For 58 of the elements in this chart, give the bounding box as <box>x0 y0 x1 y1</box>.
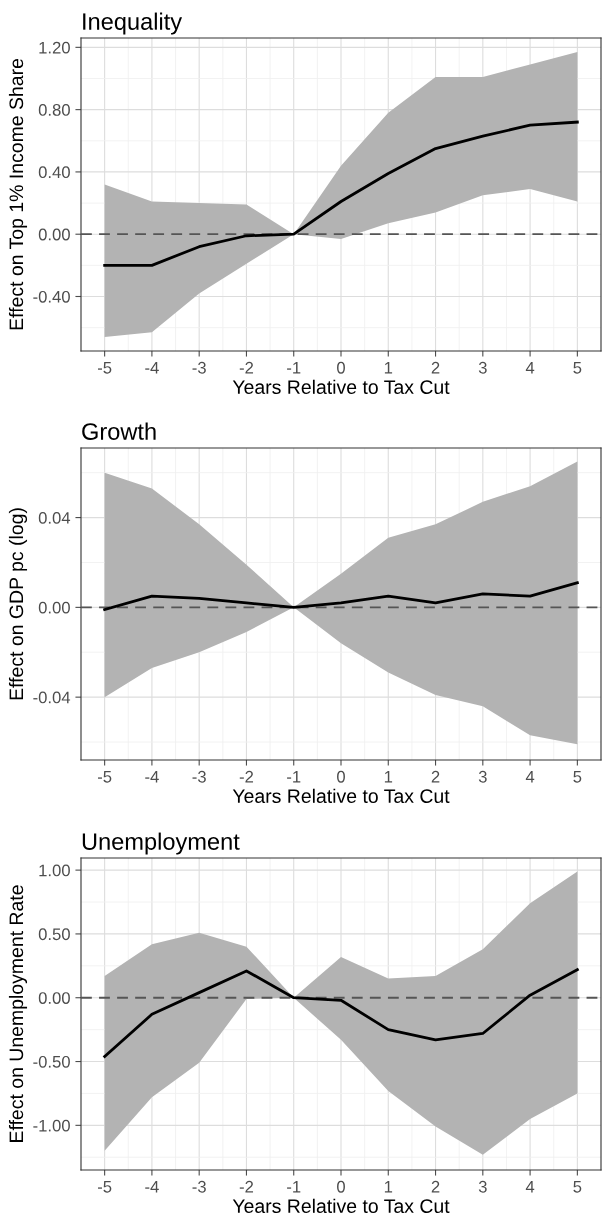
x-tick-label: 2 <box>431 1180 440 1193</box>
x-tick-label: 2 <box>431 770 440 783</box>
x-tick-label: -3 <box>192 770 206 783</box>
x-tick-label: 3 <box>478 361 487 374</box>
x-tick-label: -4 <box>145 362 159 374</box>
x-tick-label: 3 <box>478 1180 487 1193</box>
x-tick-label: 0 <box>337 1180 345 1193</box>
y-tick-label: 1.20 <box>39 41 70 54</box>
x-tick-label: 2 <box>431 361 440 374</box>
y-tick-label: 0.50 <box>38 928 70 941</box>
x-tick-label: 1 <box>384 1181 393 1193</box>
y-tick-label: 0.04 <box>38 511 71 524</box>
y-tick-label: 0.00 <box>38 601 70 614</box>
x-tick-label: -1 <box>287 362 301 374</box>
x-axis-title: Years Relative to Tax Cut <box>232 379 450 395</box>
y-tick-label: -0.50 <box>33 1055 70 1068</box>
x-tick-label: -3 <box>192 1180 206 1193</box>
y-tick-label: 0.00 <box>38 992 70 1004</box>
x-tick-label: -1 <box>287 1181 301 1193</box>
chart-title: Inequality <box>83 12 183 35</box>
y-tick-label: -0.40 <box>33 290 70 303</box>
chart-title: Unemployment <box>82 832 240 855</box>
x-tick-label: 0 <box>337 770 345 783</box>
x-tick-label: 5 <box>573 362 582 374</box>
x-tick-label: 4 <box>525 1181 535 1193</box>
x-tick-label: -1 <box>287 771 301 783</box>
x-tick-label: -5 <box>97 1181 112 1193</box>
x-tick-label: -5 <box>97 362 112 374</box>
y-tick-label: 0.00 <box>38 228 70 241</box>
x-axis-title: Years Relative to Tax Cut <box>232 788 450 804</box>
line-series <box>103 968 579 1058</box>
y-axis-title: Effect on Unemployment Rate <box>8 885 28 1142</box>
chart-title: Growth <box>82 422 156 440</box>
x-tick-label: -5 <box>97 771 112 783</box>
x-tick-label: 0 <box>337 361 345 374</box>
y-tick-label: 1.00 <box>39 864 70 877</box>
x-tick-label: 5 <box>573 1181 582 1193</box>
line-series <box>103 581 579 611</box>
y-axis-title: Effect on Top 1% Income Share <box>8 58 28 330</box>
y-tick-label: 0.80 <box>38 104 70 116</box>
x-axis-title: Years Relative to Tax Cut <box>232 1198 450 1214</box>
x-tick-label: 1 <box>384 362 393 374</box>
x-tick-label: -4 <box>145 1181 159 1193</box>
x-tick-label: 4 <box>525 771 535 783</box>
y-axis-title: Effect on GDP pc (log) <box>8 508 28 700</box>
y-tick-label: -1.00 <box>33 1119 70 1132</box>
y-tick-label: 0.40 <box>38 166 70 179</box>
x-tick-label: 4 <box>525 362 535 374</box>
x-tick-label: -2 <box>239 770 254 783</box>
x-tick-label: -2 <box>239 361 254 374</box>
y-tick-label: -0.04 <box>33 691 71 704</box>
x-tick-label: -4 <box>145 771 159 783</box>
x-tick-label: 1 <box>384 771 393 783</box>
x-tick-label: -3 <box>192 361 206 374</box>
x-tick-label: 3 <box>478 770 487 783</box>
x-tick-label: 5 <box>573 771 582 783</box>
x-tick-label: -2 <box>239 1180 254 1193</box>
line-series <box>103 120 579 267</box>
